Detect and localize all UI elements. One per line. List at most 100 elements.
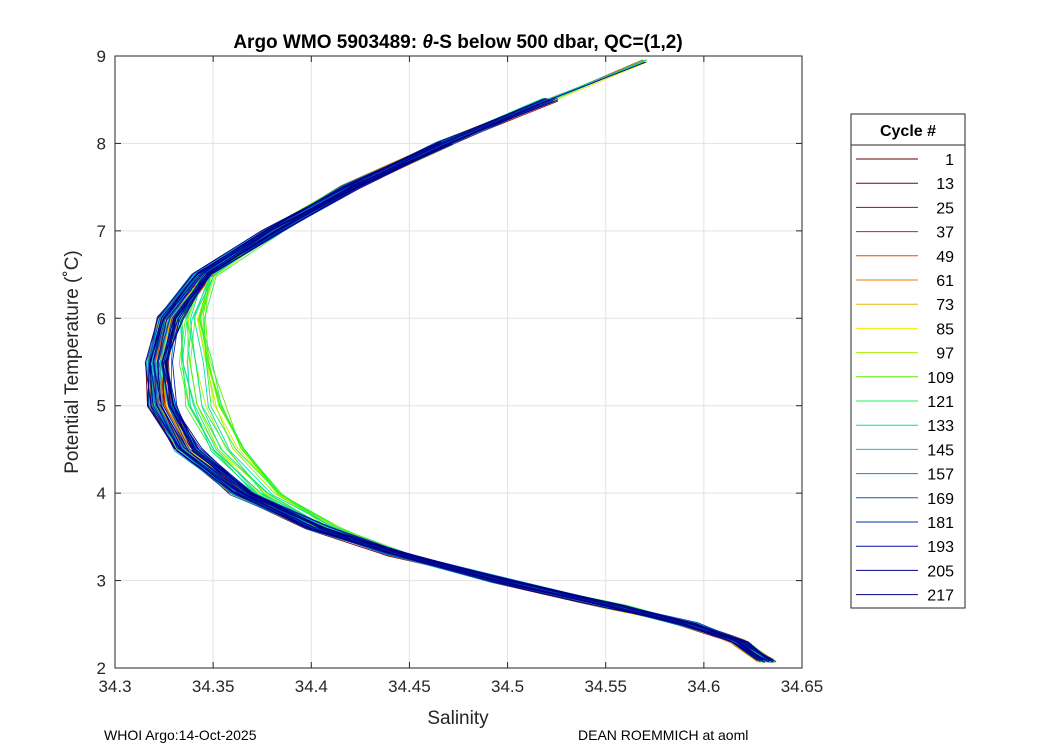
profile-line (186, 141, 761, 661)
profile-line (152, 100, 765, 663)
footer-right: DEAN ROEMMICH at aoml (578, 727, 748, 743)
profile-line (152, 97, 765, 663)
legend-label: 169 (927, 491, 954, 508)
profile-line (154, 143, 764, 661)
legend: Cycle # 1 13 25 37 49 61 73 85 97 109 121 133 145 157… (850, 113, 966, 609)
profile-line (159, 143, 773, 663)
legend-label: 25 (936, 200, 954, 217)
profile-line (158, 142, 769, 660)
profile-line (162, 142, 776, 662)
axis-ticks: 34.3 34.35 34.4 34.45 34.5 34.55 34.6 34.65 2 3 4 5… (97, 47, 824, 696)
profile-line (165, 143, 773, 661)
profile-line (160, 144, 765, 662)
profile-line (160, 144, 766, 661)
profile-line (167, 144, 777, 662)
profile-line (156, 98, 768, 663)
profile-line (156, 143, 767, 662)
profile-line (165, 142, 774, 661)
legend-entries: 1 13 25 37 49 61 73 85 97 109 121 133 145 157 169 181 19… (856, 152, 954, 605)
legend-label: 133 (927, 418, 954, 435)
profile-line (148, 100, 759, 663)
y-tick-label: 5 (97, 397, 106, 416)
profile-line (157, 142, 764, 662)
profile-line (152, 99, 765, 661)
profile-line (154, 98, 767, 662)
legend-label: 181 (927, 515, 954, 532)
profile-line (147, 144, 763, 662)
profile-line (165, 98, 770, 662)
profile-line (149, 142, 765, 661)
legend-title: Cycle # (880, 123, 936, 140)
profile-line (159, 143, 765, 661)
profile-line (144, 141, 758, 662)
profile-line (162, 99, 770, 661)
profile-line (156, 143, 770, 661)
profile-line (145, 143, 763, 661)
legend-label: 121 (927, 394, 954, 411)
legend-label: 157 (927, 467, 954, 484)
profile-line (166, 142, 771, 662)
footer-left: WHOI Argo:14-Oct-2025 (104, 727, 257, 743)
profile-line (198, 59, 763, 660)
profile-line (149, 99, 767, 661)
profile-line (172, 100, 770, 663)
legend-label: 49 (936, 249, 954, 266)
profile-line (153, 100, 765, 663)
plot-area-border (114, 55, 803, 669)
y-tick-label: 6 (97, 309, 106, 328)
profile-line (153, 98, 765, 663)
profile-line (149, 100, 761, 663)
profile-line (156, 99, 765, 662)
profile-line (164, 143, 772, 663)
profile-line (167, 144, 771, 661)
profile-line (153, 100, 766, 662)
profile-line (151, 100, 763, 660)
x-tick-label: 34.4 (295, 677, 328, 696)
profile-line (157, 99, 767, 663)
y-tick-label: 7 (97, 222, 106, 241)
profile-line (151, 99, 765, 661)
profile-line (147, 99, 763, 661)
legend-label: 1 (945, 152, 954, 169)
profile-line (167, 100, 776, 663)
profile-line (145, 98, 764, 662)
legend-label: 217 (927, 588, 954, 605)
x-tick-label: 34.45 (388, 677, 431, 696)
legend-label: 85 (936, 321, 954, 338)
profile-line (160, 143, 774, 661)
x-tick-label: 34.6 (687, 677, 720, 696)
profile-lines (144, 59, 777, 664)
legend-label: 73 (936, 297, 954, 314)
profile-line (164, 99, 774, 663)
profile-line (146, 99, 761, 662)
profile-line (149, 142, 764, 660)
profile-line (162, 100, 771, 662)
y-tick-label: 3 (97, 572, 106, 591)
profile-line (146, 98, 762, 661)
theta-symbol: θ (422, 32, 433, 53)
profile-line (155, 99, 764, 660)
profile-line (149, 98, 764, 662)
profile-line (161, 98, 769, 663)
profile-line (147, 143, 765, 664)
legend-label: 61 (936, 273, 954, 290)
y-tick-label: 2 (97, 659, 106, 678)
chart-title: Argo WMO 5903489: θ-S below 500 dbar, QC… (233, 32, 682, 53)
profile-line (159, 99, 768, 661)
profile-line (163, 143, 769, 661)
x-tick-label: 34.3 (98, 677, 131, 696)
legend-label: 13 (936, 176, 954, 193)
x-tick-label: 34.35 (192, 677, 235, 696)
profile-line (162, 97, 770, 663)
profile-line (146, 142, 759, 661)
legend-label: 109 (927, 370, 954, 387)
legend-label: 37 (936, 225, 954, 242)
profile-line (150, 99, 766, 661)
profile-line (147, 98, 761, 661)
y-axis-title: Potential Temperature (˚C) (62, 250, 83, 474)
legend-label: 193 (927, 539, 954, 556)
profile-line (166, 142, 773, 662)
grid-lines (114, 55, 803, 669)
profile-line (151, 98, 763, 660)
